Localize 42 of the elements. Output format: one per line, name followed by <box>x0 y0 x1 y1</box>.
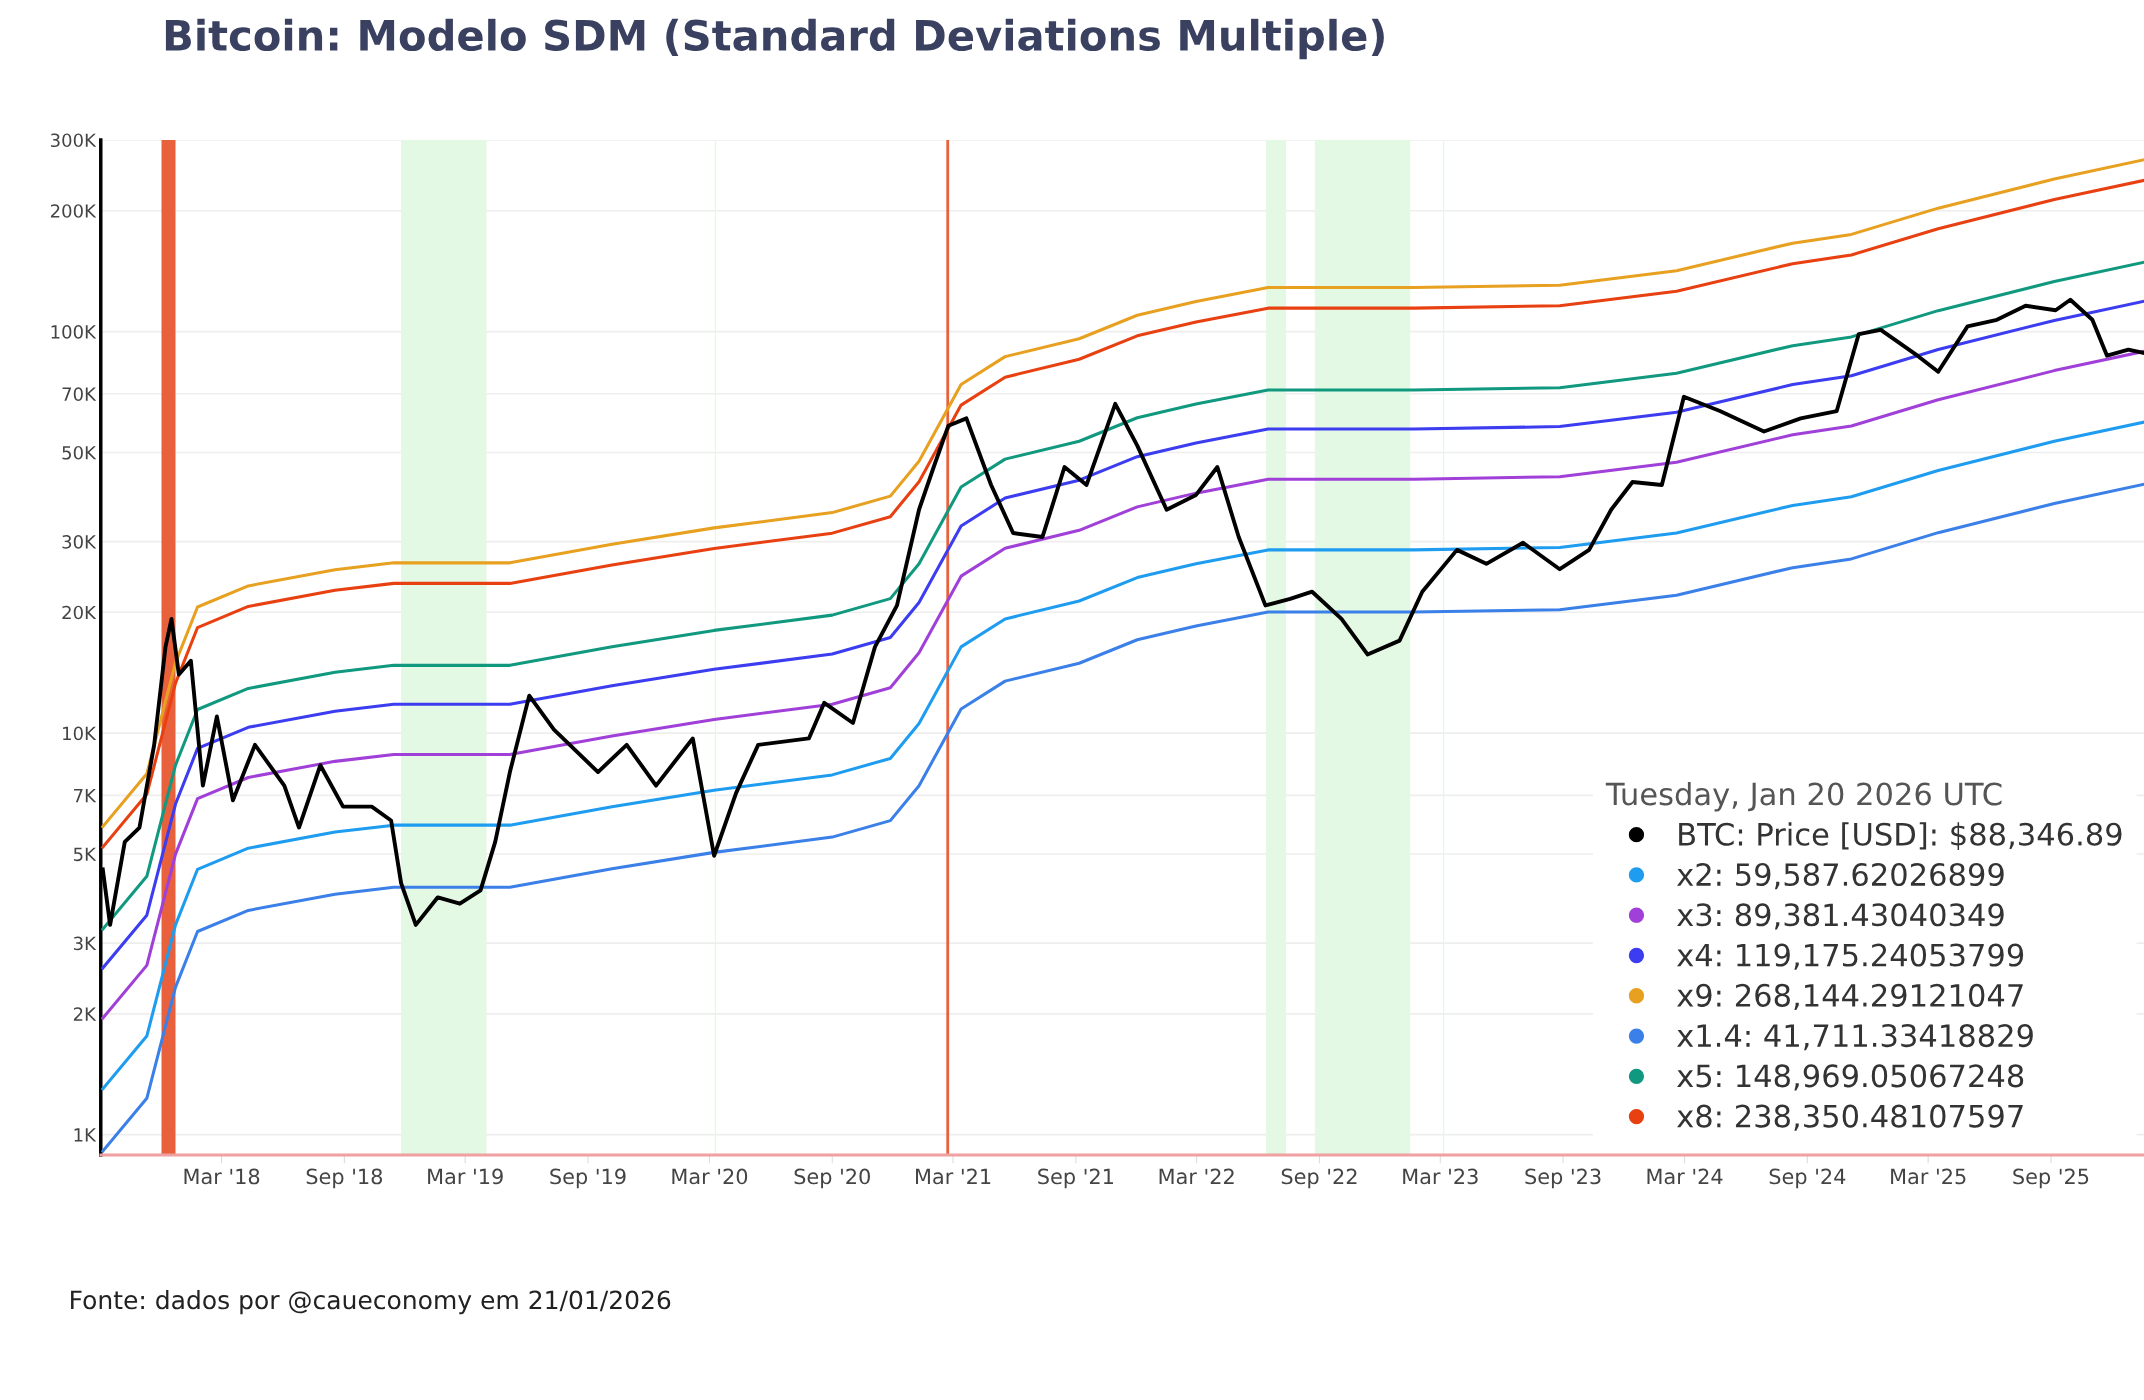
y-tick-label: 30K <box>62 535 97 549</box>
x-tick-label: Mar '24 <box>1647 1168 1723 1185</box>
legend-label: x4: 119,175.24053799 <box>1677 943 2024 970</box>
x-tick-label: Mar '19 <box>428 1168 503 1185</box>
y-tick-label: 70K <box>62 387 97 401</box>
x-tick-label: Sep '25 <box>2013 1168 2089 1189</box>
line-series <box>101 482 2144 1153</box>
y-tick-label: 100K <box>51 325 97 339</box>
x-tick-label: Sep '21 <box>1038 1168 1113 1189</box>
legend-label: x2: 59,587.62026899 <box>1677 862 2004 890</box>
y-tick-label: 10K <box>63 726 97 741</box>
legend-label: x1.4: 41,711.33418829 <box>1677 1024 2033 1051</box>
y-tick-label: 7K <box>74 789 97 803</box>
x-tick-label: Sep '24 <box>1769 1168 1846 1189</box>
y-tick-label: 50K <box>62 445 97 460</box>
x-tick-label: Mar '22 <box>1159 1168 1234 1185</box>
x-tick-label: Mar '18 <box>184 1168 260 1185</box>
y-tick-label: 5K <box>73 847 97 862</box>
legend-label: x8: 238,350.48107597 <box>1677 1104 2023 1131</box>
legend-label: BTC: Price [USD]: $88,346.89 <box>1679 822 2122 850</box>
source-note: Fonte: dados por @caueconomy em 21/01/2026 <box>71 1290 671 1315</box>
y-tick-label: 1K <box>74 1128 97 1142</box>
x-tick-label: Sep '23 <box>1525 1168 1601 1189</box>
chart-title: Bitcoin: Modelo SDM (Standard Deviations Multiple) <box>165 18 1384 60</box>
y-tick-label: 2K <box>73 1007 97 1021</box>
x-tick-label: Sep '20 <box>794 1168 870 1189</box>
legend-label: x5: 148,969.05067248 <box>1677 1064 2024 1091</box>
x-tick-label: Sep '22 <box>1281 1168 1357 1189</box>
y-tick-label: 300K <box>50 133 97 148</box>
y-tick-label: 20K <box>62 605 97 620</box>
y-tick-label: 3K <box>73 936 97 951</box>
x-tick-label: Mar '20 <box>672 1168 748 1185</box>
x-tick-label: Sep '18 <box>306 1168 383 1189</box>
x-tick-label: Sep '19 <box>550 1168 626 1189</box>
x-tick-label: Mar '23 <box>1403 1168 1478 1185</box>
legend-label: x3: 89,381.43040349 <box>1677 903 2004 930</box>
legend-title: Tuesday, Jan 20 2026 UTC <box>1605 781 2002 812</box>
y-tick-label: 200K <box>50 204 97 218</box>
line-series <box>101 420 2144 1091</box>
legend-label: x9: 268,144.29121047 <box>1677 983 2023 1011</box>
x-tick-label: Mar '25 <box>1891 1168 1966 1185</box>
x-tick-label: Mar '21 <box>916 1168 991 1185</box>
